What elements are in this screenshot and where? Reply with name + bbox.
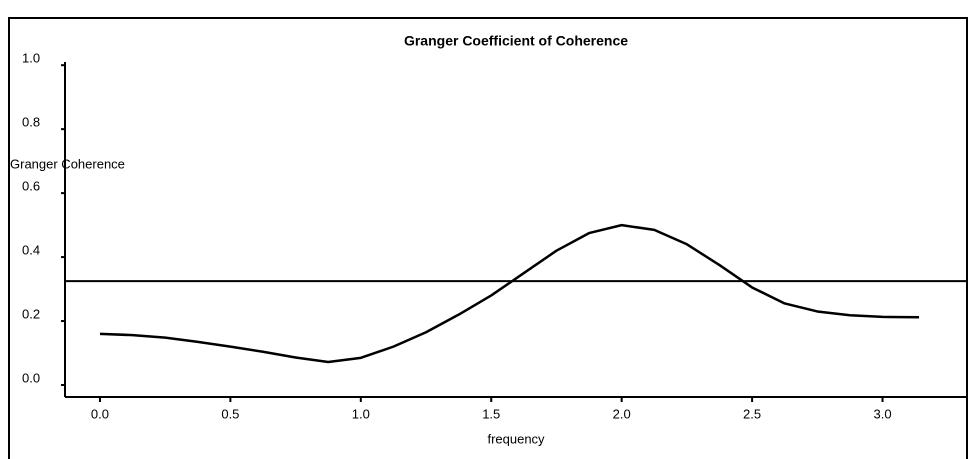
y-tick-label: 1.0 [22, 51, 40, 66]
x-tick-label: 1.0 [352, 406, 370, 421]
x-tick-label: 0.5 [221, 406, 239, 421]
y-tick-label: 0.6 [22, 179, 40, 194]
x-tick-label: 1.5 [482, 406, 500, 421]
x-axis-label: frequency [487, 431, 545, 446]
y-tick-label: 0.2 [22, 306, 40, 321]
x-tick-label: 0.0 [91, 406, 109, 421]
x-tick-label: 2.5 [743, 406, 761, 421]
y-tick-label: 0.0 [22, 370, 40, 385]
y-tick-label: 0.4 [22, 243, 40, 258]
chart-title: Granger Coefficient of Coherence [404, 33, 628, 49]
frame [8, 17, 968, 459]
y-axis-label: Granger Coherence [10, 156, 125, 171]
line-series [99, 223, 920, 364]
x-tick-label: 2.0 [613, 406, 631, 421]
x-tick-label: 3.0 [873, 406, 891, 421]
y-tick-label: 0.8 [22, 115, 40, 130]
